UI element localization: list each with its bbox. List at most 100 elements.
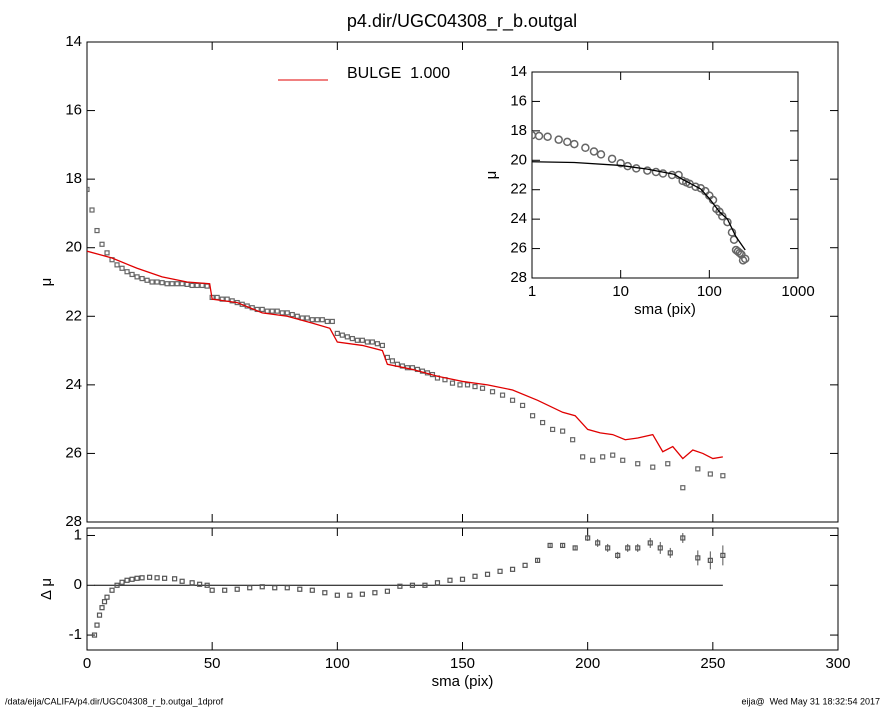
data-point (214, 294, 220, 301)
data-point (691, 182, 700, 192)
y-tick-label: 1 (74, 526, 82, 543)
y-tick-label: 20 (65, 239, 82, 256)
data-point (94, 622, 100, 628)
data-point (372, 590, 378, 596)
data-point (374, 341, 380, 347)
data-point (459, 576, 466, 582)
data-point (359, 337, 365, 343)
data-point (384, 588, 390, 594)
data-point (334, 592, 340, 598)
data-point (284, 310, 290, 316)
data-point (91, 632, 98, 638)
data-point (94, 227, 100, 234)
data-point (222, 587, 228, 593)
data-point (234, 586, 240, 592)
data-point (174, 281, 180, 287)
data-point (658, 169, 668, 178)
x-tick-label: 200 (575, 655, 600, 672)
data-point (324, 318, 330, 325)
data-point (139, 275, 145, 282)
data-point (695, 466, 701, 472)
x-axis-label: sma (pix) (432, 673, 494, 690)
y-tick-label: 16 (510, 92, 527, 109)
data-point (740, 254, 750, 264)
data-point (284, 585, 290, 591)
data-point (154, 575, 160, 581)
data-point (707, 471, 713, 477)
data-point (472, 573, 478, 579)
data-point (169, 281, 175, 287)
data-point (172, 576, 178, 582)
data-point (179, 281, 185, 287)
y-axis-label: Δ μ (38, 578, 55, 600)
data-point (560, 542, 566, 549)
data-point (580, 454, 586, 460)
data-point (589, 147, 599, 156)
y-tick-label: 18 (65, 170, 82, 187)
x-tick-label: 250 (700, 655, 725, 672)
data-point (479, 385, 486, 391)
data-point (680, 535, 686, 541)
data-point (274, 308, 280, 314)
y-tick-label: 22 (65, 307, 82, 324)
data-point (204, 283, 210, 289)
y-tick-label: -1 (69, 626, 82, 643)
data-point (319, 317, 325, 323)
data-point (595, 540, 601, 546)
x-tick-label: 10 (612, 283, 629, 300)
data-point (543, 132, 552, 141)
data-point (204, 582, 210, 588)
data-point (499, 392, 506, 398)
footer-right: eija@ Wed May 31 18:32:54 2017 (741, 696, 880, 706)
data-point (349, 335, 355, 342)
y-tick-label: 26 (65, 444, 82, 461)
data-point (434, 580, 441, 586)
data-point (134, 575, 140, 581)
data-point (596, 150, 606, 159)
data-point (154, 279, 160, 285)
data-point (314, 317, 320, 323)
data-point (667, 550, 673, 556)
data-point (585, 535, 591, 541)
data-point (209, 587, 215, 593)
y-axis-label: μ (483, 171, 500, 180)
x-tick-label: 300 (825, 655, 850, 672)
data-point (144, 277, 150, 283)
data-point (104, 594, 110, 600)
data-point (162, 575, 168, 581)
data-point (119, 579, 125, 585)
data-point (572, 545, 578, 551)
x-tick-label: 1 (528, 283, 536, 300)
y-tick-label: 20 (510, 151, 527, 168)
data-point (89, 207, 95, 213)
plot-area (87, 186, 726, 491)
y-tick-label: 0 (74, 576, 82, 593)
inset-background (532, 72, 798, 278)
data-point (139, 575, 145, 581)
plot-frame (86, 527, 839, 651)
data-point (197, 581, 203, 587)
data-point (101, 599, 108, 605)
data-point (279, 310, 285, 316)
plot-area (91, 532, 726, 638)
data-point (369, 339, 375, 345)
data-point (600, 454, 606, 460)
data-point (449, 380, 456, 386)
data-point (114, 262, 120, 268)
data-point (124, 269, 130, 275)
data-point (354, 337, 360, 343)
data-point (707, 557, 713, 563)
data-point (607, 154, 617, 164)
y-tick-label: 24 (65, 376, 82, 393)
data-point (189, 580, 195, 586)
data-point (720, 552, 726, 558)
data-point (625, 545, 631, 551)
data-point (616, 158, 625, 168)
data-point (615, 552, 621, 558)
data-point (247, 585, 253, 591)
data-point (534, 557, 541, 563)
data-point (99, 605, 105, 611)
data-point (329, 318, 335, 325)
data-point (560, 428, 566, 434)
